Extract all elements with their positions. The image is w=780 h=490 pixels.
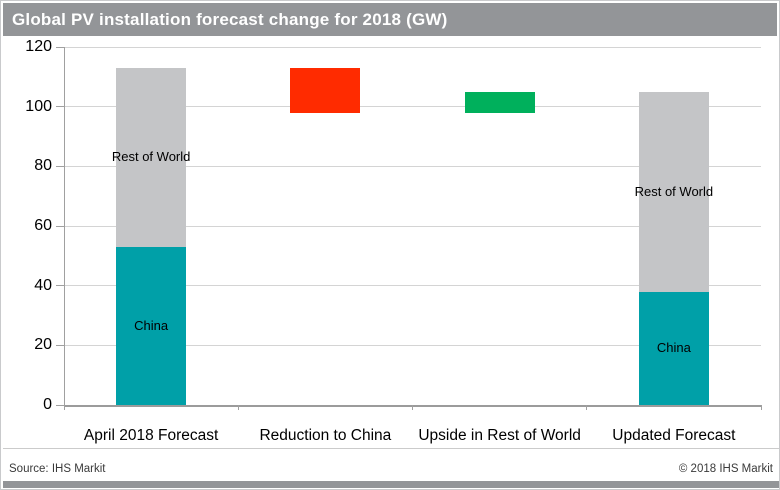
bar-segment-china [638, 291, 709, 405]
chart-title-bar: Global PV installation forecast change f… [3, 3, 777, 36]
x-axis-label: April 2018 Forecast [83, 427, 219, 444]
gridline [65, 106, 761, 108]
y-axis-label: 0 [43, 396, 52, 413]
y-axis-label: 60 [34, 217, 52, 234]
y-axis-tick [56, 225, 64, 227]
chart-title: Global PV installation forecast change f… [12, 9, 448, 29]
y-axis-label: 100 [25, 97, 52, 115]
y-axis-line [64, 47, 65, 406]
bottom-accent-bar [3, 481, 779, 488]
bar-segment-label: Rest of World [634, 183, 714, 199]
gridline [65, 165, 761, 167]
bar-segment-label: China [656, 340, 691, 356]
y-axis-label: 20 [34, 336, 52, 354]
y-axis-tick [56, 106, 64, 108]
y-axis-tick [56, 344, 64, 346]
y-axis-tick [56, 46, 64, 48]
y-axis-label: 80 [34, 157, 52, 175]
source-text: Source: IHS Markit [9, 463, 106, 475]
y-axis-tick [56, 165, 64, 167]
x-axis-label: Reduction to China [259, 427, 392, 444]
bar-segment-rest-of-world [638, 91, 709, 292]
bar-segment-reduction-to-china [290, 67, 361, 113]
x-axis-label: Upside in Rest of World [418, 427, 581, 444]
y-axis-label: 120 [25, 38, 52, 55]
footer-divider [3, 448, 779, 449]
bar-segment-label: China [134, 317, 169, 333]
x-axis-tick [237, 405, 239, 410]
x-axis-tick [586, 405, 588, 410]
bar-segment-label: Rest of World [111, 149, 191, 165]
bar-segment-rest-of-world [116, 67, 187, 247]
copyright-text: © 2018 IHS Markit [678, 463, 773, 475]
gridline [65, 225, 761, 227]
bar-segment-upside-in-rest-of-world [464, 91, 535, 113]
y-axis-tick [56, 285, 64, 287]
x-axis-tick [412, 405, 413, 410]
x-axis-line [64, 405, 762, 407]
gridline [65, 285, 761, 287]
y-axis-label: 40 [34, 276, 52, 294]
gridline [65, 344, 761, 346]
x-axis-tick [63, 405, 65, 410]
x-axis-tick [760, 405, 762, 410]
bar-segment-china [116, 246, 187, 405]
x-axis-label: Updated Forecast [612, 427, 736, 444]
gridline [65, 46, 761, 48]
y-axis-tick [56, 404, 64, 406]
